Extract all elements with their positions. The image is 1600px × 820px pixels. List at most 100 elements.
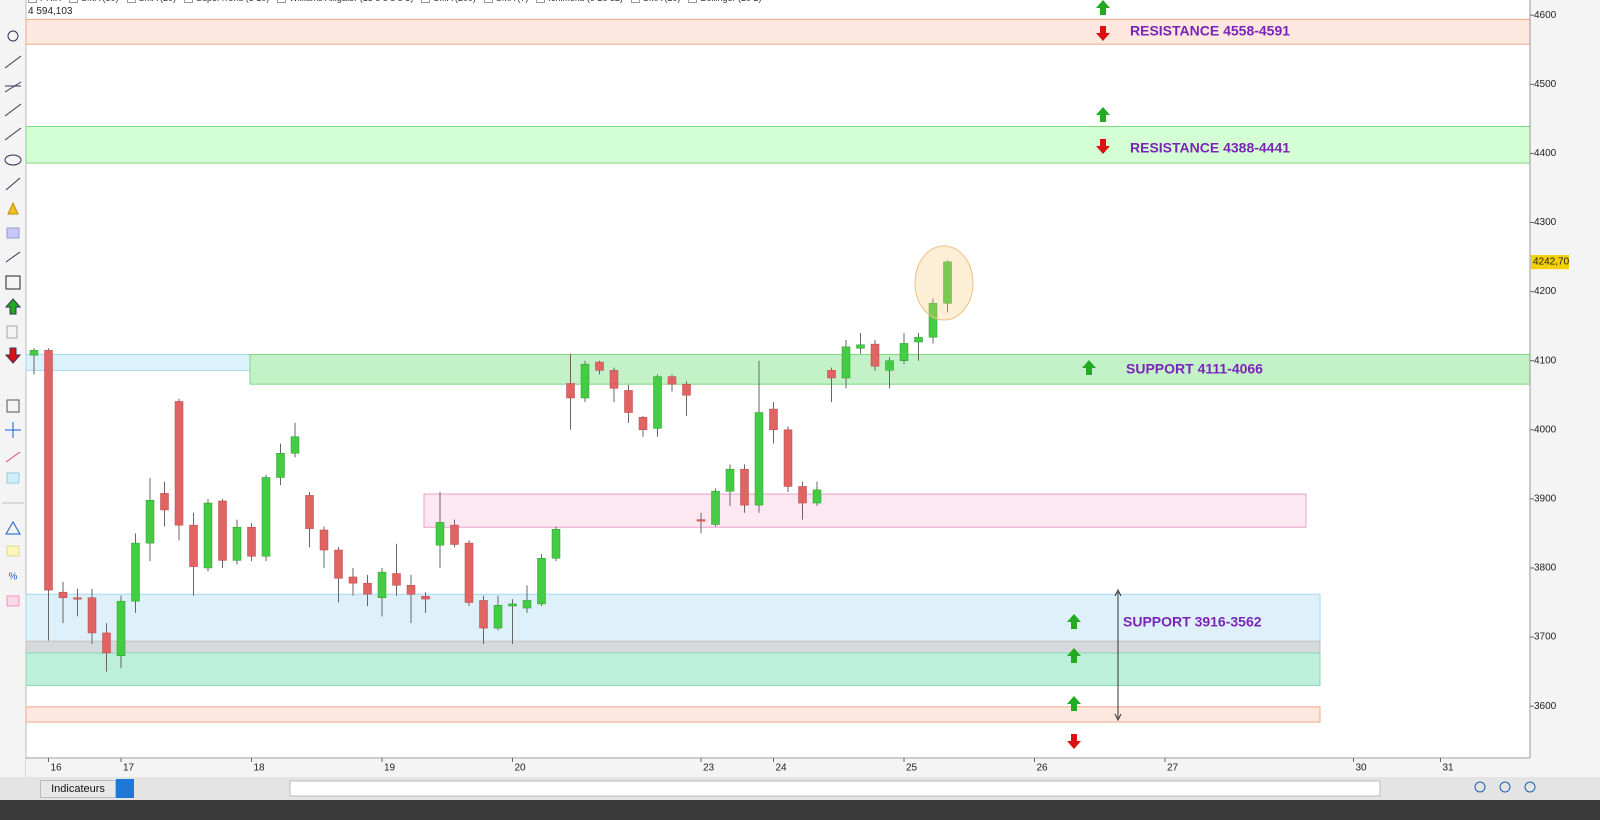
candle-body — [899, 343, 909, 361]
y-tick-label: 4300 — [1534, 217, 1557, 228]
zone — [25, 125, 1531, 164]
indicator[interactable]: SMA (7) — [484, 0, 529, 5]
candle-body — [464, 542, 474, 603]
candle-body — [305, 495, 314, 529]
share-button[interactable] — [116, 779, 134, 798]
candle-body — [870, 343, 880, 367]
scrollbar[interactable] — [289, 780, 1381, 797]
x-tick-label: 30 — [1356, 763, 1368, 774]
x-tick-label: 18 — [254, 763, 266, 774]
y-tick-label: 3900 — [1534, 494, 1557, 505]
zone — [25, 640, 1321, 654]
candle-body — [435, 522, 445, 546]
y-tick-label: 4000 — [1534, 424, 1557, 435]
candle-body — [493, 605, 503, 629]
y-tick-label: 3700 — [1534, 632, 1557, 643]
indicator[interactable]: SMA (50) — [69, 0, 119, 5]
candle-body — [827, 370, 836, 379]
candle-body — [624, 390, 633, 413]
cursor-price: 4 594,103 — [28, 6, 73, 17]
candle-body — [58, 591, 68, 598]
zone — [25, 353, 251, 371]
candle-body — [406, 585, 416, 595]
x-tick-label: 25 — [906, 763, 918, 774]
candle-body — [740, 468, 749, 506]
candle-body — [885, 360, 894, 371]
candle-body — [363, 582, 372, 595]
candle-body — [290, 436, 300, 454]
candle-body — [276, 453, 285, 478]
indicators-button[interactable]: Indicateurs — [40, 780, 116, 798]
y-tick-label: 4500 — [1534, 79, 1557, 90]
zone-label: SUPPORT 3916-3562 — [1123, 614, 1262, 630]
candle-body — [812, 489, 822, 504]
candle-body — [319, 529, 329, 551]
indicator-strip: PRIX SMA (50) SMA (20) SuperTrend (3 10) Wil… — [28, 0, 761, 5]
candle-body — [508, 603, 517, 607]
date-axis — [26, 759, 1530, 777]
candle-body — [87, 597, 97, 634]
candle-body — [232, 526, 242, 561]
candle-body — [711, 491, 720, 525]
y-tick-label: 3600 — [1534, 701, 1557, 712]
candle-body — [856, 344, 865, 349]
candle-body — [334, 549, 343, 579]
x-tick-label: 27 — [1167, 763, 1179, 774]
candle-body — [928, 303, 938, 338]
candle-body — [566, 383, 575, 399]
y-tick-label: 4400 — [1534, 148, 1557, 159]
x-tick-label: 16 — [51, 763, 63, 774]
candle-body — [537, 558, 546, 605]
x-tick-label: 19 — [384, 763, 396, 774]
candle-body — [551, 529, 561, 559]
candle-body — [522, 600, 532, 609]
zone — [423, 493, 1307, 528]
price-axis — [1530, 0, 1600, 777]
x-tick-label: 20 — [515, 763, 527, 774]
candle-body — [261, 477, 271, 557]
highlight — [914, 245, 974, 321]
candle-body — [189, 524, 198, 567]
zone — [25, 706, 1321, 723]
x-tick-label: 17 — [123, 763, 135, 774]
indicator[interactable]: SuperTrend (3 10) — [184, 0, 269, 5]
candle-body — [116, 600, 126, 656]
y-tick-label: 4200 — [1534, 286, 1557, 297]
candle-body — [653, 376, 662, 429]
candle-body — [73, 597, 82, 600]
candle-body — [754, 412, 764, 506]
candle-body — [798, 486, 807, 504]
candle-body — [595, 361, 604, 371]
candle-body — [421, 596, 430, 600]
y-tick-label: 4100 — [1534, 355, 1557, 366]
indicator[interactable]: SMA (200) — [421, 0, 476, 5]
candle-body — [44, 350, 53, 591]
indicator[interactable]: SMA (20) — [127, 0, 177, 5]
candle-body — [841, 346, 851, 379]
candle-body — [943, 261, 952, 304]
candle-body — [725, 468, 735, 492]
candle-body — [783, 429, 793, 487]
candle-body — [638, 417, 648, 431]
candle-body — [377, 571, 387, 598]
candle-body — [160, 493, 169, 511]
indicator[interactable]: SMA (20) — [631, 0, 681, 5]
zoom-buttons[interactable] — [1474, 781, 1536, 793]
x-tick-label: 24 — [776, 763, 788, 774]
indicator[interactable]: PRIX — [28, 0, 61, 5]
candle-body — [102, 632, 111, 654]
indicator[interactable]: Williams Alligator (13 8 8 5 5 3) — [277, 0, 413, 5]
candle-body — [392, 573, 401, 586]
candle-body — [218, 500, 227, 561]
candle-body — [667, 376, 677, 385]
y-tick-label: 4600 — [1534, 10, 1557, 21]
x-tick-label: 31 — [1443, 763, 1455, 774]
candle-body — [682, 383, 691, 396]
candle-body — [174, 401, 184, 526]
indicator[interactable]: Ichimoku (9 26 52) — [536, 0, 623, 5]
candle-body — [609, 370, 619, 389]
indicator[interactable]: Bollinger (20 2) — [688, 0, 761, 5]
candle-body — [479, 600, 488, 629]
percent-tool[interactable]: % — [9, 572, 18, 583]
